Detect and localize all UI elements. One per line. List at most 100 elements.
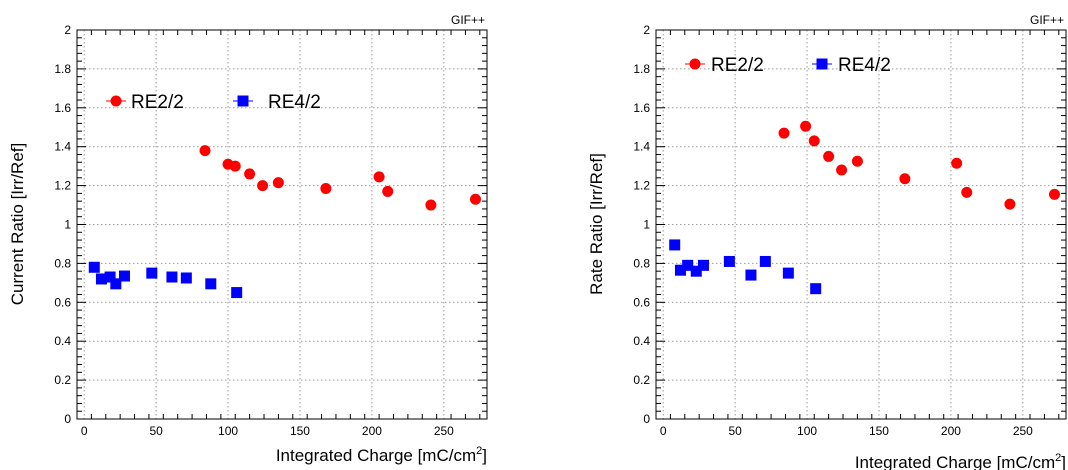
series-re2-2 <box>778 120 1060 210</box>
x-tick-label: 50 <box>149 424 163 438</box>
y-tick-label: 0 <box>643 412 650 426</box>
x-axis-label-superscript: 2 <box>476 445 482 457</box>
y-axis-label: Rate Ratio [Irr/Ref] <box>587 153 606 295</box>
data-point <box>229 160 241 172</box>
data-point <box>180 272 192 284</box>
data-point <box>961 186 973 198</box>
series-re2-2 <box>199 145 481 211</box>
x-axis-label: Integrated Charge [mC/cm2] <box>276 445 487 465</box>
y-tick-label: 1.8 <box>633 62 650 76</box>
facility-tag: GIF++ <box>1030 13 1064 27</box>
data-point <box>951 157 963 169</box>
data-point <box>745 269 757 281</box>
y-tick-label: 1.2 <box>633 179 650 193</box>
y-tick-label: 2 <box>64 23 71 37</box>
y-tick-label: 1.2 <box>54 179 71 193</box>
y-tick-label: 0.4 <box>633 334 650 348</box>
y-tick-label: 1.6 <box>54 101 71 115</box>
data-point <box>118 270 130 282</box>
x-tick-label: 150 <box>869 424 889 438</box>
data-point <box>425 199 437 211</box>
y-tick-label: 1 <box>64 218 71 232</box>
legend-marker <box>110 95 122 107</box>
y-tick-label: 0.2 <box>54 373 71 387</box>
x-tick-label: 50 <box>728 424 742 438</box>
x-axis-label-end: ] <box>1061 453 1066 470</box>
data-point <box>257 180 269 192</box>
data-point <box>808 135 820 147</box>
x-axis-label-main: Integrated Charge [mC/cm <box>276 446 476 465</box>
series-re4-2 <box>669 239 822 295</box>
data-point <box>469 193 481 205</box>
data-point <box>782 267 794 279</box>
legend-entry: RE2/2 <box>685 55 764 76</box>
data-point <box>205 278 217 290</box>
data-point <box>759 255 771 267</box>
data-point <box>1048 188 1060 200</box>
data-point <box>899 173 911 185</box>
x-tick-label: 250 <box>1013 424 1033 438</box>
y-tick-label: 2 <box>643 23 650 37</box>
data-point <box>373 171 385 183</box>
data-point <box>1004 198 1016 210</box>
y-axis-label: Current Ratio [Irr/Ref] <box>8 143 27 306</box>
x-tick-label: 100 <box>797 424 817 438</box>
y-tick-label: 1.8 <box>54 62 71 76</box>
legend-entry: RE2/2 <box>106 92 184 113</box>
facility-tag: GIF++ <box>451 13 485 27</box>
legend-label: RE4/2 <box>268 92 321 113</box>
data-point <box>272 177 284 189</box>
legend-marker <box>816 58 828 70</box>
data-point <box>674 264 686 276</box>
legend-entry: RE4/2 <box>812 55 891 76</box>
data-point <box>88 261 100 273</box>
data-point <box>669 239 681 251</box>
y-tick-label: 0.2 <box>633 373 650 387</box>
legend-marker <box>689 58 701 70</box>
y-tick-label: 0 <box>64 412 71 426</box>
y-tick-label: 1.4 <box>54 140 71 154</box>
x-tick-label: 0 <box>660 424 667 438</box>
x-axis-label-superscript: 2 <box>1055 452 1061 464</box>
x-tick-label: 100 <box>218 424 238 438</box>
data-point <box>823 150 835 162</box>
current-ratio-panel: 0 0.2 0.4 0.6 0.8 1 1.2 1.4 1.6 1.8 2 0 50 100 150 200 2… <box>8 13 488 465</box>
data-point <box>778 127 790 139</box>
y-tick-label: 0.4 <box>54 334 71 348</box>
data-point <box>382 185 394 197</box>
y-tick-label: 1 <box>643 218 650 232</box>
y-tick-label: 0.6 <box>54 295 71 309</box>
x-axis-label-main: Integrated Charge [mC/cm <box>855 453 1055 470</box>
data-point <box>146 267 158 279</box>
legend-label: RE2/2 <box>131 92 184 113</box>
y-tick-label: 1.6 <box>633 101 650 115</box>
x-tick-label: 250 <box>434 424 454 438</box>
data-point <box>836 164 848 176</box>
y-tick-label: 0.6 <box>633 295 650 309</box>
y-tick-label: 0.8 <box>54 256 71 270</box>
rate-ratio-panel: 0 0.2 0.4 0.6 0.8 1 1.2 1.4 1.6 1.8 2 0 50 100 150 200 2… <box>587 13 1067 470</box>
data-point <box>320 183 332 195</box>
y-tick-label: 0.8 <box>633 256 650 270</box>
data-point <box>682 259 694 271</box>
x-tick-label: 0 <box>81 424 88 438</box>
data-point <box>723 255 735 267</box>
y-tick-label: 1.4 <box>633 140 650 154</box>
data-point <box>104 271 116 283</box>
legend-label: RE2/2 <box>711 55 764 76</box>
data-point <box>231 287 243 299</box>
legend-marker <box>237 95 249 107</box>
legend-entry: RE4/2 <box>233 92 321 113</box>
legend-label: RE4/2 <box>838 55 891 76</box>
data-point <box>199 145 211 157</box>
data-point <box>110 278 122 290</box>
data-point <box>244 168 256 180</box>
data-point <box>690 265 702 277</box>
data-point <box>697 259 709 271</box>
data-point <box>810 283 822 295</box>
data-point <box>851 155 863 167</box>
data-point <box>166 271 178 283</box>
x-tick-label: 200 <box>362 424 382 438</box>
series-re4-2 <box>88 261 243 299</box>
